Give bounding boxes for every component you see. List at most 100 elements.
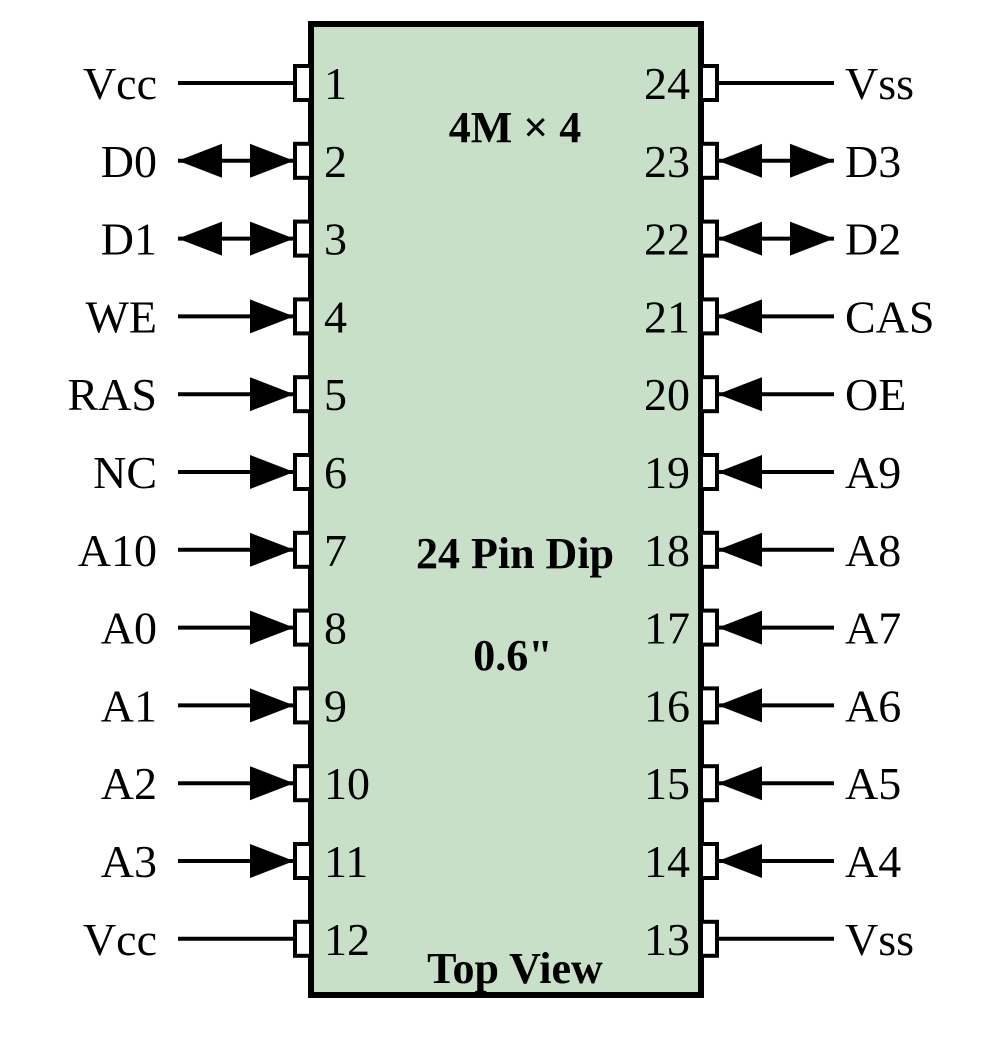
left-pin-6-name: NC [93,447,157,498]
left-pin-5-number: 5 [324,369,347,420]
pins-layer: Vcc 1 D0 2 D1 3 WE 4 RAS 5 NC 6 A10 7 A0 8 A1 9 A2 10 A3 11 Vc… [68,58,935,965]
left-pin-7-number: 7 [324,525,347,576]
left-pin-6-number: 6 [324,447,347,498]
left-pin-11-stub [293,842,313,880]
right-pin-15-arrow-in [718,766,762,801]
right-pin-20-number: 20 [644,369,690,420]
right-pin-13-number: 13 [644,914,690,965]
right-pin-14-stub [699,842,719,880]
right-pin-23-stub [699,141,719,180]
left-pin-10-stub [293,764,313,803]
right-pin-20-stub [699,375,719,414]
right-pin-13-name: Vss [845,914,914,965]
right-pin-14-name: A4 [845,836,901,887]
left-pin-6-stub [293,453,313,491]
chip-title: 4M × 4 [449,103,582,152]
left-pin-9-name: A1 [101,680,157,731]
right-pin-14-arrow-in [718,844,762,878]
right-pin-14-number: 14 [644,836,690,887]
left-pin-7-stub [293,530,313,569]
right-pin-15-name: A5 [845,758,901,809]
left-pin-11-arrow-in [250,844,294,878]
left-pin-9-stub [293,686,313,725]
chip-view-label: Top View [427,944,603,993]
right-pin-23-name: D3 [845,136,901,187]
chip-body [308,21,704,998]
left-pin-9-number: 9 [324,680,347,731]
left-pin-6-arrow-in [250,455,294,489]
left-pin-12-number: 12 [324,914,370,965]
right-pin-21-number: 21 [644,291,690,342]
right-pin-16-stub [699,686,719,725]
chip-package-label: 24 Pin Dip [416,529,614,578]
right-pin-22-arrow-out [790,221,834,256]
left-pin-5-stub [293,375,313,414]
left-pin-2-stub [293,141,313,180]
left-pin-1-name: Vcc [83,58,157,109]
left-pin-5-name: RAS [68,369,157,420]
left-pin-2-name: D0 [101,136,157,187]
left-pin-1-stub [293,64,313,102]
right-pin-17-number: 17 [644,603,690,654]
left-pin-1-number: 1 [324,58,347,109]
right-pin-16-arrow-in [718,688,762,723]
left-pin-8-number: 8 [324,603,347,654]
left-pin-3-arrow-out [178,221,222,256]
left-pin-4-stub [293,297,313,336]
right-pin-16-number: 16 [644,680,690,731]
right-pin-22-name: D2 [845,214,901,265]
right-pin-18-number: 18 [644,525,690,576]
right-pin-13-stub [699,919,719,958]
left-pin-10-name: A2 [101,758,157,809]
left-pin-9-arrow-in [250,688,294,723]
right-pin-24-number: 24 [644,58,690,109]
right-pin-18-arrow-in [718,532,762,567]
right-pin-20-name: OE [845,369,906,420]
left-pin-8-name: A0 [101,603,157,654]
left-pin-7-arrow-in [250,532,294,567]
right-pin-22-arrow-in [718,221,762,256]
left-pin-11-number: 11 [324,836,368,887]
left-pin-11-name: A3 [101,836,157,887]
left-pin-10-arrow-in [250,766,294,801]
right-pin-23-arrow-in [718,143,762,178]
left-pin-10-number: 10 [324,758,370,809]
left-pin-12-stub [293,919,313,958]
left-pin-2-arrow-in [250,143,294,178]
left-pin-8-stub [293,608,313,647]
left-pin-4-number: 4 [324,291,347,342]
left-pin-2-arrow-out [178,143,222,178]
right-pin-17-name: A7 [845,603,901,654]
left-pin-4-name: WE [85,291,157,342]
right-pin-23-arrow-out [790,143,834,178]
right-pin-19-arrow-in [718,455,762,489]
right-pin-21-stub [699,297,719,336]
left-pin-3-stub [293,219,313,258]
left-pin-4-arrow-in [250,299,294,334]
right-pin-21-arrow-in [718,299,762,334]
right-pin-21-name: CAS [845,291,934,342]
right-pin-15-number: 15 [644,758,690,809]
left-pin-3-name: D1 [101,214,157,265]
left-pin-12-name: Vcc [83,914,157,965]
right-pin-22-stub [699,219,719,258]
right-pin-18-name: A8 [845,525,901,576]
left-pin-7-name: A10 [78,525,157,576]
right-pin-18-stub [699,530,719,569]
chip-width-label: 0.6" [473,631,552,680]
right-pin-23-number: 23 [644,136,690,187]
right-pin-19-number: 19 [644,447,690,498]
right-pin-24-name: Vss [845,58,914,109]
right-pin-22-number: 22 [644,214,690,265]
left-pin-5-arrow-in [250,377,294,412]
left-pin-2-number: 2 [324,136,347,187]
right-pin-19-stub [699,453,719,491]
right-pin-15-stub [699,764,719,803]
left-pin-3-arrow-in [250,221,294,256]
left-pin-8-arrow-in [250,610,294,645]
right-pin-20-arrow-in [718,377,762,412]
right-pin-19-name: A9 [845,447,901,498]
right-pin-17-arrow-in [718,610,762,645]
